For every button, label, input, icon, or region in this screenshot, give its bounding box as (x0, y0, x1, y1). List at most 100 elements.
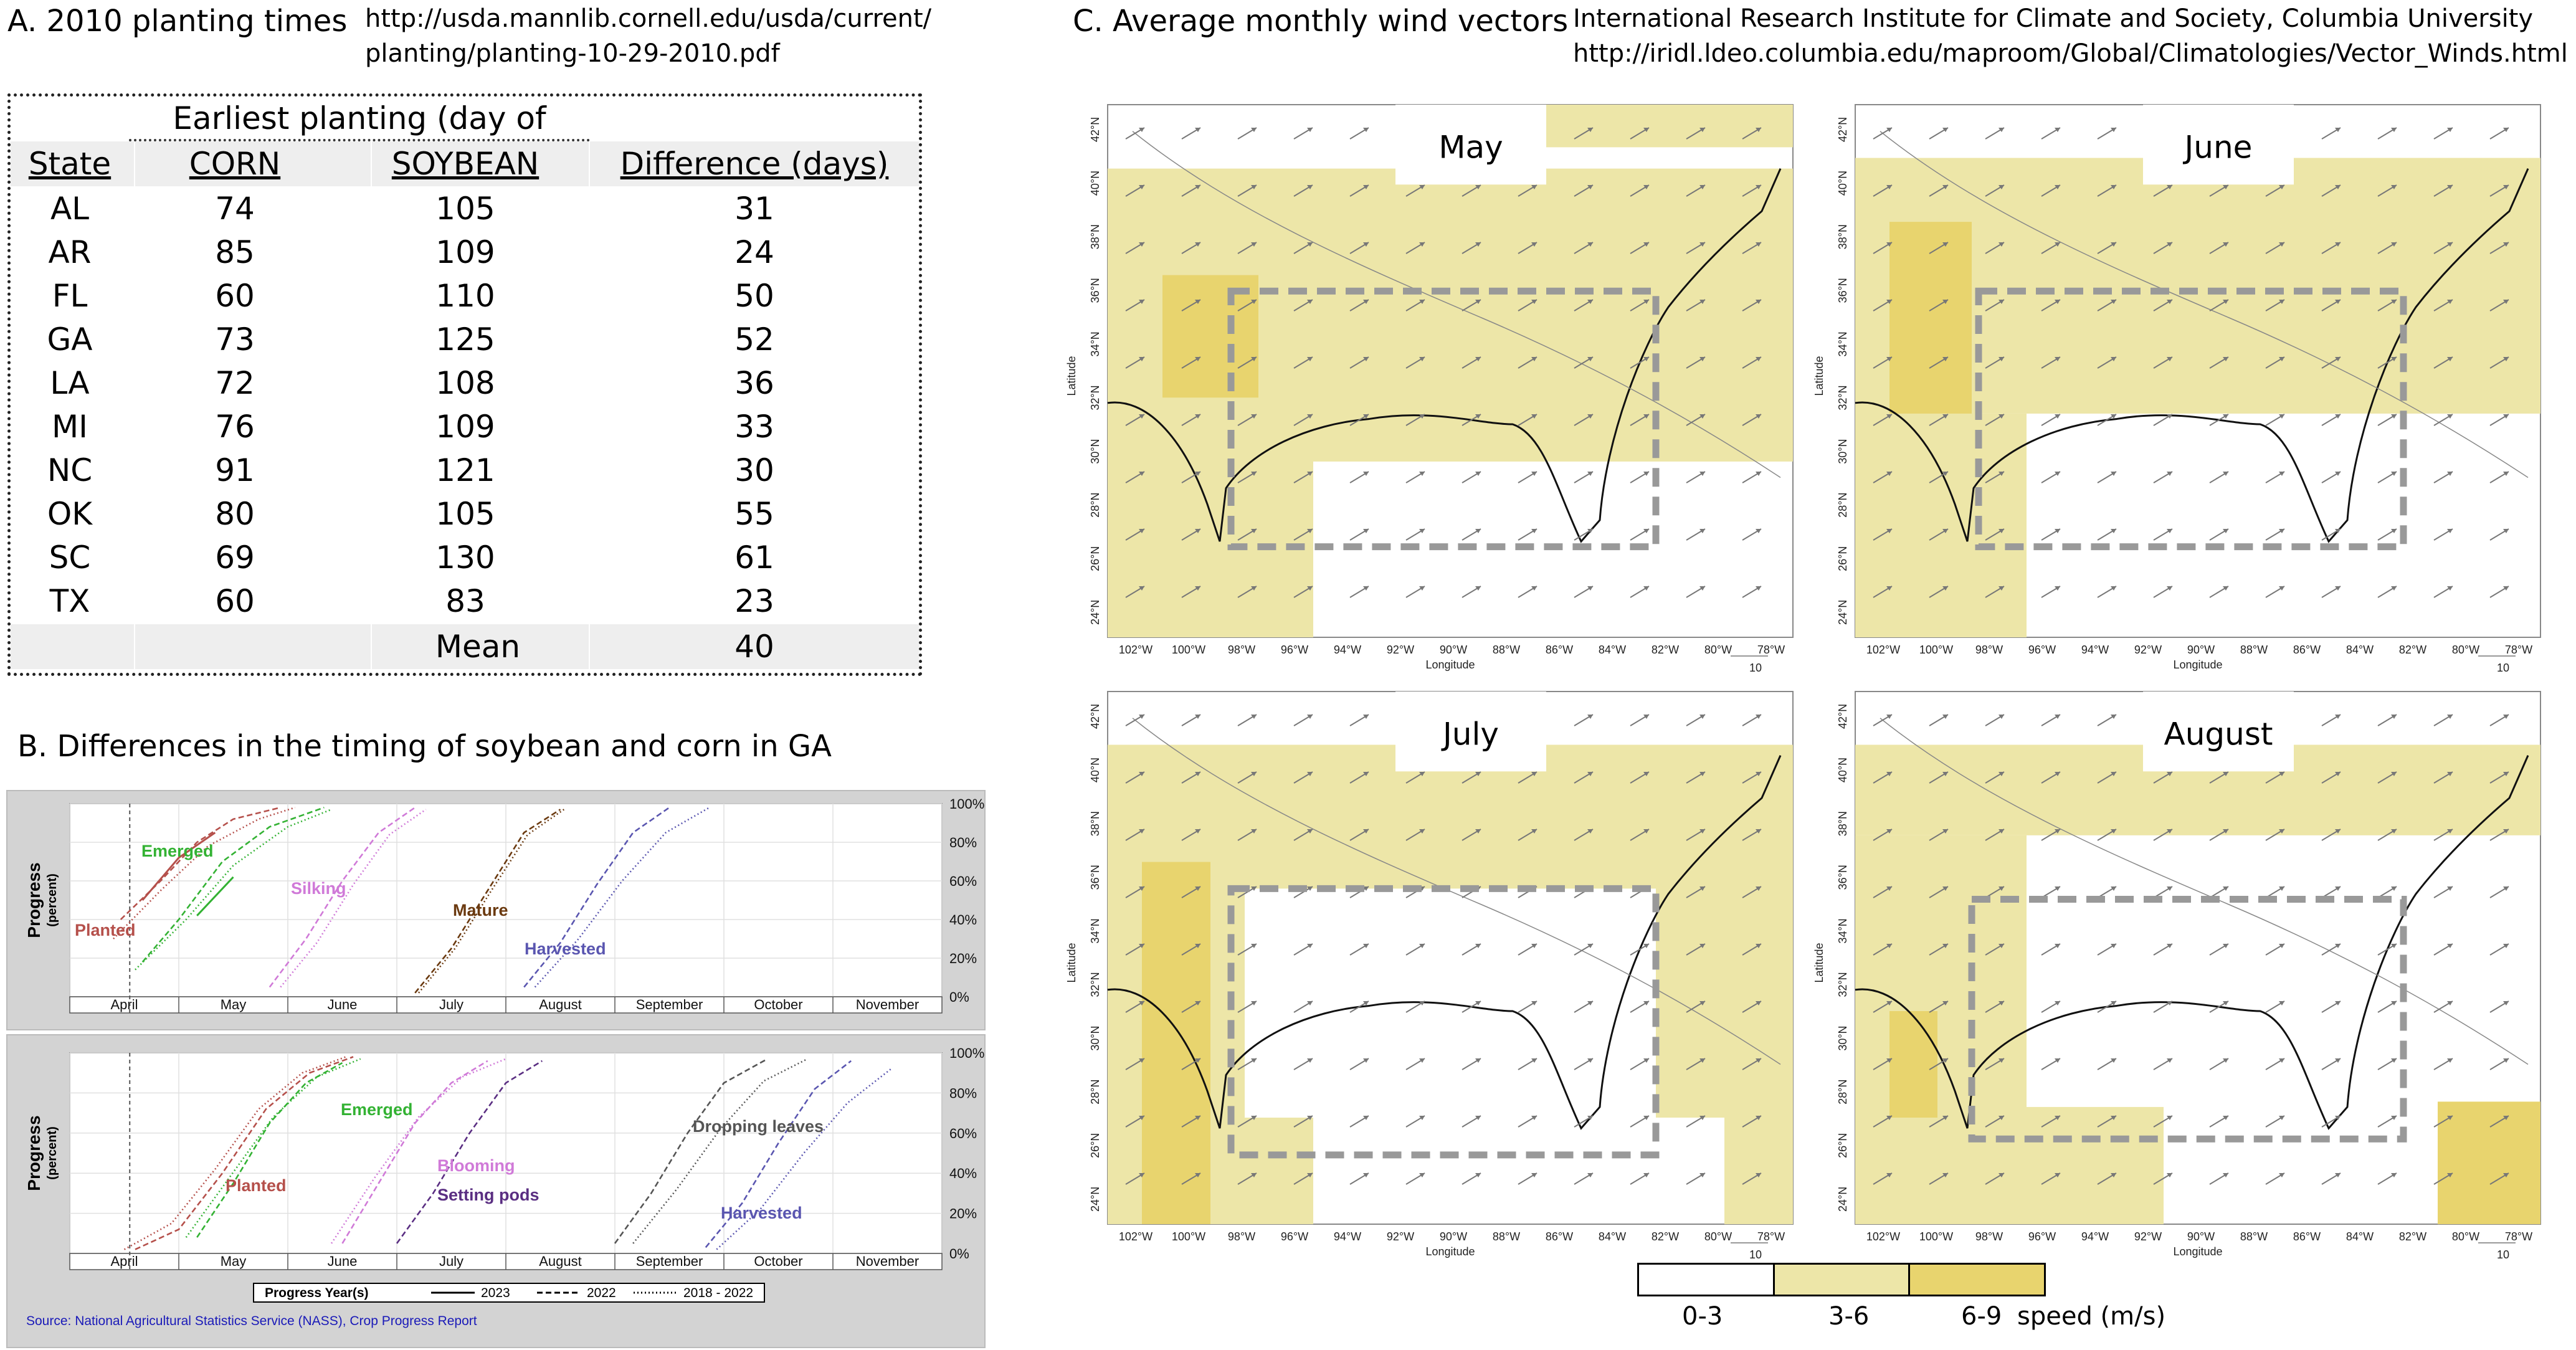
longitude-tick: 96°W (1281, 1230, 1308, 1243)
wind-arrowhead (2391, 772, 2397, 776)
wind-arrowhead (2503, 472, 2509, 476)
wind-arrowhead (2335, 472, 2341, 476)
longitude-tick: 98°W (1228, 1230, 1255, 1243)
latitude-tick: 42°N (1837, 704, 1849, 729)
month-tick: November (856, 997, 919, 1012)
longitude-tick: 90°W (2187, 644, 2215, 656)
wind-arrowhead (1419, 1173, 1425, 1177)
panel-b-title: B. Differences in the timing of soybean … (17, 729, 832, 764)
reference-vector-label: 10 (1749, 1248, 1762, 1261)
longitude-tick: 100°W (1172, 644, 1205, 656)
wind-arrowhead (1475, 1116, 1481, 1120)
wind-arrowhead (1139, 586, 1144, 591)
wind-arrowhead (1942, 772, 1948, 776)
wind-arrowhead (1419, 586, 1425, 591)
longitude-tick: 86°W (2293, 1230, 2321, 1243)
wind-arrowhead (2111, 1001, 2116, 1005)
wind-arrowhead (1363, 128, 1369, 132)
speed-shading (1519, 105, 1793, 148)
wind-arrowhead (2055, 1116, 2060, 1120)
wind-arrowhead (2391, 128, 2397, 132)
wind-arrowhead (1139, 944, 1144, 948)
wind-arrowhead (2447, 1058, 2453, 1063)
wind-arrowhead (1363, 1116, 1369, 1120)
wind-arrowhead (2391, 185, 2397, 189)
percent-tick: 40% (949, 912, 977, 928)
soybean-cell: 109 (435, 409, 495, 445)
longitude-tick: 88°W (1493, 644, 1520, 656)
latitude-tick: 42°N (1089, 117, 1101, 142)
longitude-tick: 88°W (2240, 1230, 2268, 1243)
wind-arrowhead (2447, 300, 2453, 304)
wind-arrowhead (1699, 472, 1705, 476)
series-line-silking (269, 807, 416, 988)
longitude-tick: 100°W (1172, 1230, 1205, 1243)
longitude-tick: 96°W (2028, 644, 2056, 656)
wind-arrowhead (2335, 715, 2341, 719)
state-cell: AL (50, 191, 90, 227)
wind-arrowhead (1756, 1116, 1761, 1120)
table-row: AR 85 109 24 (11, 231, 919, 274)
longitude-tick: 102°W (1119, 1230, 1153, 1243)
wind-arrowhead (1699, 887, 1705, 891)
wind-arrowhead (2279, 185, 2284, 189)
wind-arrowhead (1251, 529, 1257, 533)
month-label: July (1441, 716, 1499, 753)
wind-arrowhead (1756, 529, 1761, 533)
longitude-tick: 94°W (2081, 644, 2109, 656)
wind-arrowhead (1251, 414, 1257, 419)
soybean-cell: 125 (435, 321, 495, 358)
wind-arrowhead (1699, 128, 1705, 132)
wind-arrowhead (1363, 300, 1369, 304)
latitude-tick: 34°N (1837, 918, 1849, 943)
wind-arrowhead (2167, 472, 2172, 476)
wind-arrowhead (1643, 529, 1649, 533)
wind-arrowhead (1251, 300, 1257, 304)
wind-arrowhead (1531, 1173, 1537, 1177)
wind-arrowhead (2223, 357, 2228, 361)
speed-shading (1855, 413, 2027, 637)
wind-arrowhead (1886, 586, 1892, 591)
wind-arrowhead (2167, 1173, 2172, 1177)
wind-arrowhead (2223, 1001, 2228, 1005)
wind-arrowhead (2335, 357, 2341, 361)
state-cell: FL (52, 278, 88, 314)
panel-a-title: A. 2010 planting times (7, 4, 348, 39)
wind-arrowhead (2503, 242, 2509, 247)
month-tick: May (221, 1253, 247, 1269)
wind-arrowhead (1307, 242, 1313, 247)
longitude-tick: 90°W (2187, 1230, 2215, 1243)
wind-arrowhead (1307, 772, 1313, 776)
wind-arrowhead (2223, 772, 2228, 776)
longitude-tick: 86°W (1546, 1230, 1573, 1243)
wind-arrowhead (2167, 414, 2172, 419)
longitude-tick: 78°W (2505, 1230, 2532, 1243)
wind-arrowhead (1587, 715, 1593, 719)
percent-tick: 20% (949, 951, 977, 966)
longitude-tick: 80°W (2452, 644, 2479, 656)
month-tick: May (221, 997, 247, 1012)
wind-arrowhead (1699, 529, 1705, 533)
stage-label-setting_pods: Setting pods (437, 1186, 539, 1204)
wind-arrowhead (1419, 357, 1425, 361)
wind-arrowhead (2335, 414, 2341, 419)
wind-arrowhead (1886, 414, 1892, 419)
wind-arrowhead (2391, 472, 2397, 476)
col-header-difference: Difference (days) (620, 146, 889, 182)
wind-arrowhead (1886, 185, 1892, 189)
wind-arrowhead (2223, 829, 2228, 834)
longitude-tick: 102°W (1119, 644, 1153, 656)
wind-arrowhead (2503, 887, 2509, 891)
wind-arrowhead (1999, 1173, 2004, 1177)
wind-arrowhead (1886, 715, 1892, 719)
wind-arrowhead (1419, 1116, 1425, 1120)
longitude-tick: 80°W (1704, 644, 1732, 656)
wind-arrowhead (1307, 715, 1313, 719)
wind-arrowhead (1363, 887, 1369, 891)
wind-arrowhead (2503, 300, 2509, 304)
wind-arrowhead (1475, 529, 1481, 533)
wind-arrowhead (2503, 1058, 2509, 1063)
wind-arrowhead (1699, 586, 1705, 591)
wind-arrowhead (2447, 715, 2453, 719)
percent-tick: 60% (949, 1126, 977, 1141)
